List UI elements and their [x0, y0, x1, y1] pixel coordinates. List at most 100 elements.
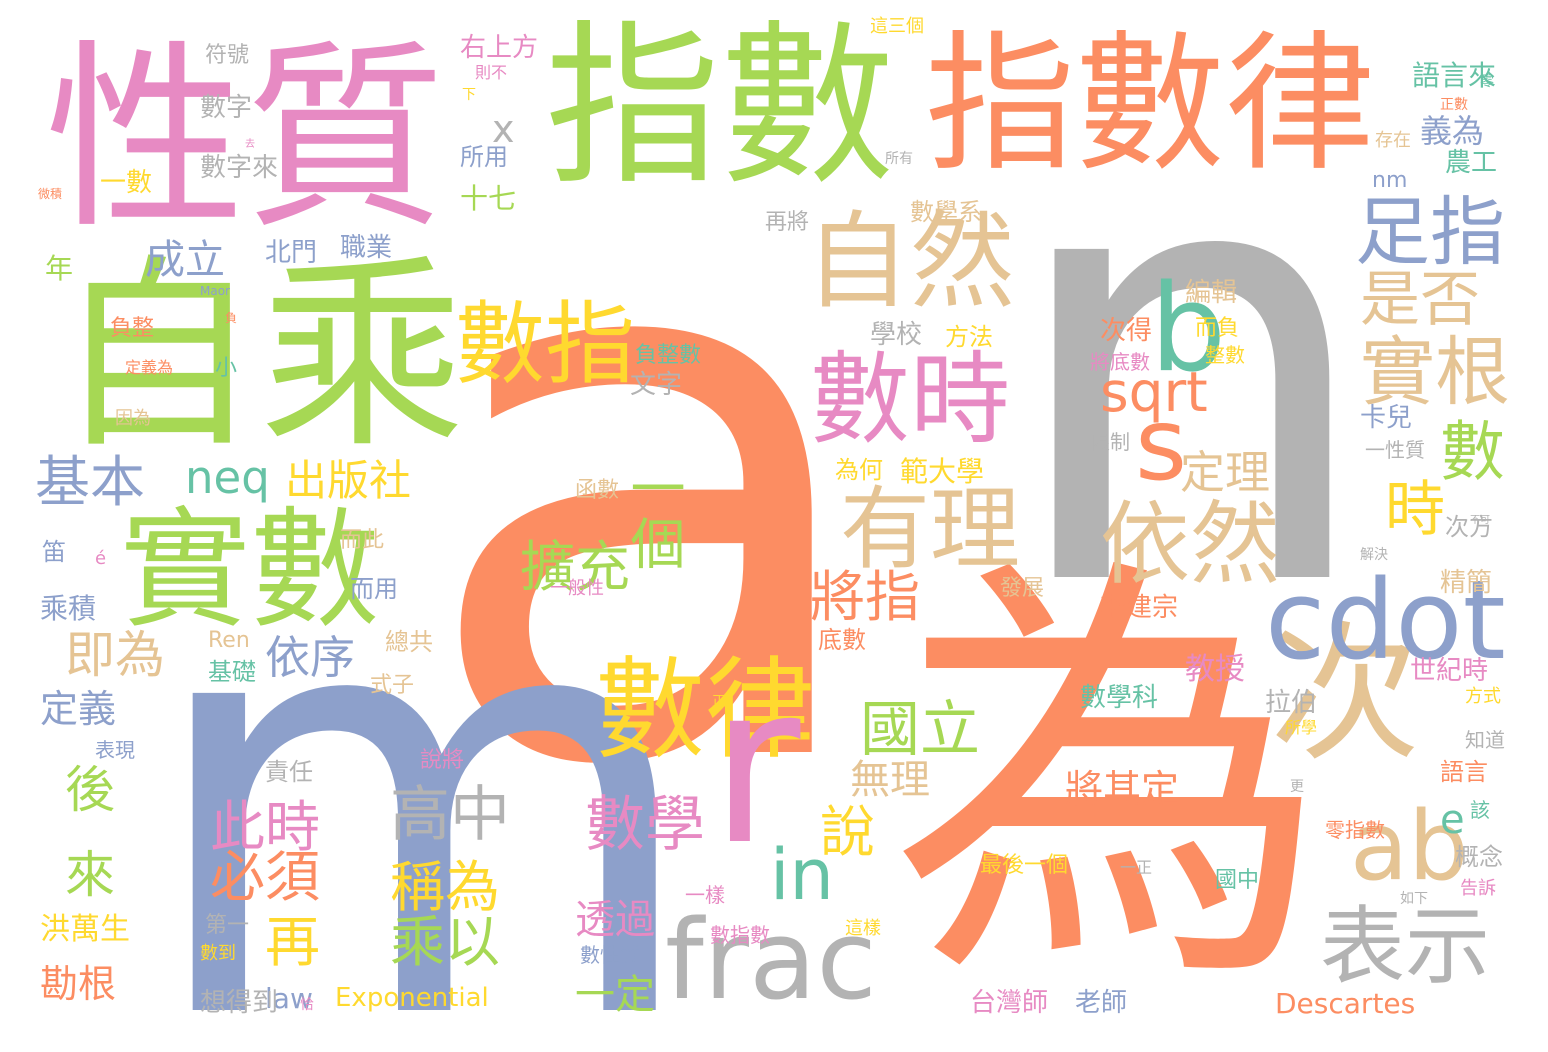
word-shuo: 說	[820, 800, 876, 864]
word-m: m	[140, 472, 705, 1052]
word-fangshi: 方式	[1465, 686, 1501, 707]
word-zhengshu: 整數	[1205, 343, 1245, 367]
word-shuojiang: 說將	[420, 748, 465, 773]
word-zhengshu2: 正數	[1440, 97, 1468, 113]
word-shishu: 實數	[120, 494, 381, 646]
word-yixu: 依序	[265, 631, 356, 684]
word-shuzilai: 數字來	[200, 153, 279, 183]
word-yiran: 依然	[1100, 492, 1280, 597]
word-fuzheng: 負整	[110, 316, 155, 341]
word-r: r	[710, 637, 801, 893]
word-chengji: 乘積	[40, 592, 97, 625]
word-nm: nm	[1372, 168, 1408, 193]
word-cishi: 此時	[210, 795, 321, 859]
word-cide: 次得	[1100, 316, 1153, 346]
word-buke: 不可	[1470, 515, 1490, 526]
word-kuochong: 擴充	[520, 535, 631, 599]
word-b: b	[1150, 260, 1227, 399]
word-ling: 零	[1480, 74, 1494, 90]
word-yuyan: 語言	[1440, 758, 1488, 786]
word-shifou: 是否	[1360, 265, 1480, 335]
word-suoyong: 所用	[460, 143, 508, 171]
word-lingzhishu: 零指數	[1325, 818, 1385, 842]
word-shuxueke: 數學科	[1080, 683, 1159, 713]
word-bixu: 必須	[210, 845, 321, 909]
word-kangen: 勘根	[40, 962, 117, 1006]
word-nonggong: 農工	[1445, 148, 1498, 178]
word-shuzhi: 數指	[455, 292, 635, 397]
word-yixingzhi: 一性質	[1365, 438, 1425, 462]
word-nian: 年	[45, 252, 74, 285]
word-chubanshe: 出版社	[285, 456, 412, 505]
word-cifang: 次方	[1445, 513, 1493, 541]
word-lijianzong: 李建宗	[1100, 593, 1179, 623]
word-bianji: 編輯	[1185, 278, 1238, 308]
word-biaoshi: 表示	[1320, 898, 1491, 997]
word-jiwei: 即為	[65, 626, 165, 684]
word-ren: Ren	[208, 628, 250, 653]
word-dingyi: 定義	[40, 687, 117, 731]
word-suoyou: 所有	[885, 151, 913, 167]
word-x: x	[492, 107, 515, 151]
word-ruxia: 如下	[1400, 891, 1428, 907]
word-ci: 次	[1270, 608, 1421, 782]
word-xianzhi: 限制	[1090, 430, 1130, 454]
word-shudao: 數到	[200, 943, 236, 964]
word-weihe: 為何	[835, 456, 883, 484]
word-cdot: cdot	[1265, 556, 1506, 684]
word-geng: 更	[1290, 779, 1304, 795]
word-ziran: 自然	[805, 201, 1016, 323]
word-yige: 一個	[621, 460, 685, 570]
word-qu: 去	[245, 139, 255, 150]
word-shuxuexi: 數學系	[910, 198, 982, 226]
word-zicheng: 自乘	[55, 238, 465, 476]
word-fuhao: 符號	[205, 43, 250, 68]
word-a: a	[415, 48, 881, 932]
word-jiangqiding: 將其定	[1065, 767, 1180, 811]
word-wei: 為	[890, 524, 1330, 1036]
word-shiqi: 十七	[460, 182, 517, 215]
word-guoli: 國立	[860, 695, 980, 765]
word-weiji: 微積	[38, 187, 63, 201]
word-jiejue: 解決	[1360, 547, 1388, 563]
word-fuzhengshu: 負整數	[635, 343, 702, 368]
word-e: e	[1440, 797, 1465, 843]
word-jiben: 基本	[35, 450, 146, 514]
word-law: law	[265, 982, 313, 1015]
word-eryong: 而用	[350, 575, 398, 603]
word-chengli: 成立	[145, 237, 225, 283]
word-shulv: 數律	[595, 646, 815, 774]
word-yuyanlai: 語言來	[1412, 59, 1497, 92]
word-zhishulv: 指數律	[925, 18, 1376, 192]
word-jiaoshou: 教授	[1185, 652, 1245, 687]
word-yiding: 一定	[575, 972, 655, 1018]
word-zeren: 責任	[265, 758, 313, 786]
word-shizi: 式子	[370, 673, 415, 698]
word-fu: 負	[225, 311, 238, 325]
word-jichu: 基礎	[208, 658, 256, 686]
word-xiao: 小	[215, 356, 238, 381]
word-n: n	[1000, 20, 1381, 719]
word-zonggong: 總共	[385, 628, 433, 656]
word-xiangdedao: 想得到	[200, 988, 279, 1018]
word-shuzi: 數字	[200, 93, 253, 123]
word-yinwei: 因為	[115, 408, 151, 429]
word-chengyi: 乘以	[390, 910, 501, 974]
word-maor: Maor	[200, 284, 230, 298]
word-shuzhishu: 數指數	[710, 923, 770, 947]
word-yizheng: 一正	[1120, 858, 1153, 877]
word-xingzhi: 性質	[45, 23, 446, 256]
word-hongwansheng: 洪萬生	[40, 912, 130, 947]
word-guozhong: 國中	[1215, 868, 1260, 893]
word-fandaxue: 範大學	[900, 455, 985, 488]
word-yiyang: 一樣	[685, 883, 725, 907]
word-in: in	[770, 834, 834, 916]
word-youli: 有理	[840, 477, 1020, 582]
word-zhidao: 知道	[1465, 728, 1505, 752]
word-zhiye: 職業	[340, 233, 393, 263]
word-wenzi: 文字	[630, 370, 683, 400]
word-zheyang: 這樣	[845, 918, 881, 939]
word-neq: neq	[185, 451, 270, 504]
word-shushi: 數時	[810, 341, 1010, 458]
